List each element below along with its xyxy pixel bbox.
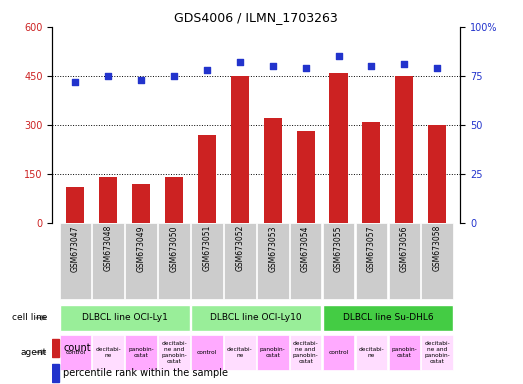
- Text: GSM673054: GSM673054: [301, 225, 310, 271]
- Point: [268, 63, 277, 69]
- Text: agent: agent: [21, 348, 47, 357]
- Text: decitabi-
ne and
panobin-
ostat: decitabi- ne and panobin- ostat: [424, 341, 450, 364]
- Text: panobin-
ostat: panobin- ostat: [128, 347, 154, 358]
- FancyBboxPatch shape: [323, 335, 354, 370]
- FancyBboxPatch shape: [323, 305, 453, 331]
- Point: [137, 77, 145, 83]
- Bar: [198, 135, 216, 223]
- Text: GSM673048: GSM673048: [104, 225, 113, 271]
- Text: GSM673058: GSM673058: [433, 225, 442, 271]
- Text: GSM673047: GSM673047: [71, 225, 80, 271]
- FancyBboxPatch shape: [224, 223, 256, 299]
- Point: [301, 65, 310, 71]
- Text: GSM673053: GSM673053: [268, 225, 277, 271]
- Bar: [362, 121, 380, 223]
- Text: panobin-
ostat: panobin- ostat: [260, 347, 286, 358]
- Point: [236, 59, 244, 65]
- FancyBboxPatch shape: [290, 335, 322, 370]
- Text: GSM673056: GSM673056: [400, 225, 409, 271]
- Text: panobin-
ostat: panobin- ostat: [391, 347, 417, 358]
- Bar: [231, 76, 249, 223]
- Text: GSM673052: GSM673052: [235, 225, 244, 271]
- FancyBboxPatch shape: [126, 223, 157, 299]
- Text: control: control: [328, 350, 349, 355]
- Text: GSM673051: GSM673051: [202, 225, 211, 271]
- Bar: [165, 177, 183, 223]
- FancyBboxPatch shape: [191, 335, 223, 370]
- Point: [400, 61, 408, 67]
- FancyBboxPatch shape: [93, 335, 124, 370]
- FancyBboxPatch shape: [191, 305, 322, 331]
- FancyBboxPatch shape: [389, 223, 420, 299]
- Bar: [264, 118, 282, 223]
- Bar: [66, 187, 84, 223]
- Point: [334, 53, 343, 59]
- FancyBboxPatch shape: [60, 305, 190, 331]
- Title: GDS4006 / ILMN_1703263: GDS4006 / ILMN_1703263: [174, 11, 338, 24]
- FancyBboxPatch shape: [290, 223, 322, 299]
- Text: control: control: [197, 350, 217, 355]
- Text: decitabi-
ne and
panobin-
ostat: decitabi- ne and panobin- ostat: [161, 341, 187, 364]
- Bar: [52, 339, 59, 356]
- Text: DLBCL line Su-DHL6: DLBCL line Su-DHL6: [343, 313, 433, 322]
- Point: [203, 67, 211, 73]
- FancyBboxPatch shape: [126, 335, 157, 370]
- FancyBboxPatch shape: [191, 223, 223, 299]
- Bar: [99, 177, 117, 223]
- FancyBboxPatch shape: [93, 223, 124, 299]
- Point: [104, 73, 112, 79]
- Text: percentile rank within the sample: percentile rank within the sample: [63, 368, 228, 378]
- Point: [170, 73, 178, 79]
- FancyBboxPatch shape: [257, 335, 289, 370]
- Text: decitabi-
ne: decitabi- ne: [95, 347, 121, 358]
- FancyBboxPatch shape: [323, 223, 354, 299]
- Text: control: control: [65, 350, 85, 355]
- Point: [367, 63, 376, 69]
- FancyBboxPatch shape: [257, 223, 289, 299]
- Point: [71, 79, 79, 85]
- Text: DLBCL line OCI-Ly10: DLBCL line OCI-Ly10: [210, 313, 302, 322]
- FancyBboxPatch shape: [356, 223, 387, 299]
- Text: GSM673057: GSM673057: [367, 225, 376, 271]
- Text: decitabi-
ne and
panobin-
ostat: decitabi- ne and panobin- ostat: [293, 341, 319, 364]
- Bar: [428, 125, 446, 223]
- Bar: [297, 131, 315, 223]
- FancyBboxPatch shape: [356, 335, 387, 370]
- FancyBboxPatch shape: [60, 335, 91, 370]
- Text: decitabi-
ne: decitabi- ne: [359, 347, 384, 358]
- FancyBboxPatch shape: [422, 223, 453, 299]
- Text: DLBCL line OCI-Ly1: DLBCL line OCI-Ly1: [82, 313, 167, 322]
- FancyBboxPatch shape: [158, 335, 190, 370]
- Text: GSM673049: GSM673049: [137, 225, 145, 271]
- FancyBboxPatch shape: [389, 335, 420, 370]
- FancyBboxPatch shape: [60, 223, 91, 299]
- Text: GSM673050: GSM673050: [169, 225, 178, 271]
- Bar: [395, 76, 413, 223]
- Point: [433, 65, 441, 71]
- FancyBboxPatch shape: [422, 335, 453, 370]
- Bar: [329, 73, 348, 223]
- Bar: [132, 184, 150, 223]
- FancyBboxPatch shape: [158, 223, 190, 299]
- Text: count: count: [63, 343, 91, 353]
- FancyBboxPatch shape: [224, 335, 256, 370]
- Text: GSM673055: GSM673055: [334, 225, 343, 271]
- Bar: [52, 364, 59, 382]
- Text: cell line: cell line: [12, 313, 47, 322]
- Text: decitabi-
ne: decitabi- ne: [227, 347, 253, 358]
